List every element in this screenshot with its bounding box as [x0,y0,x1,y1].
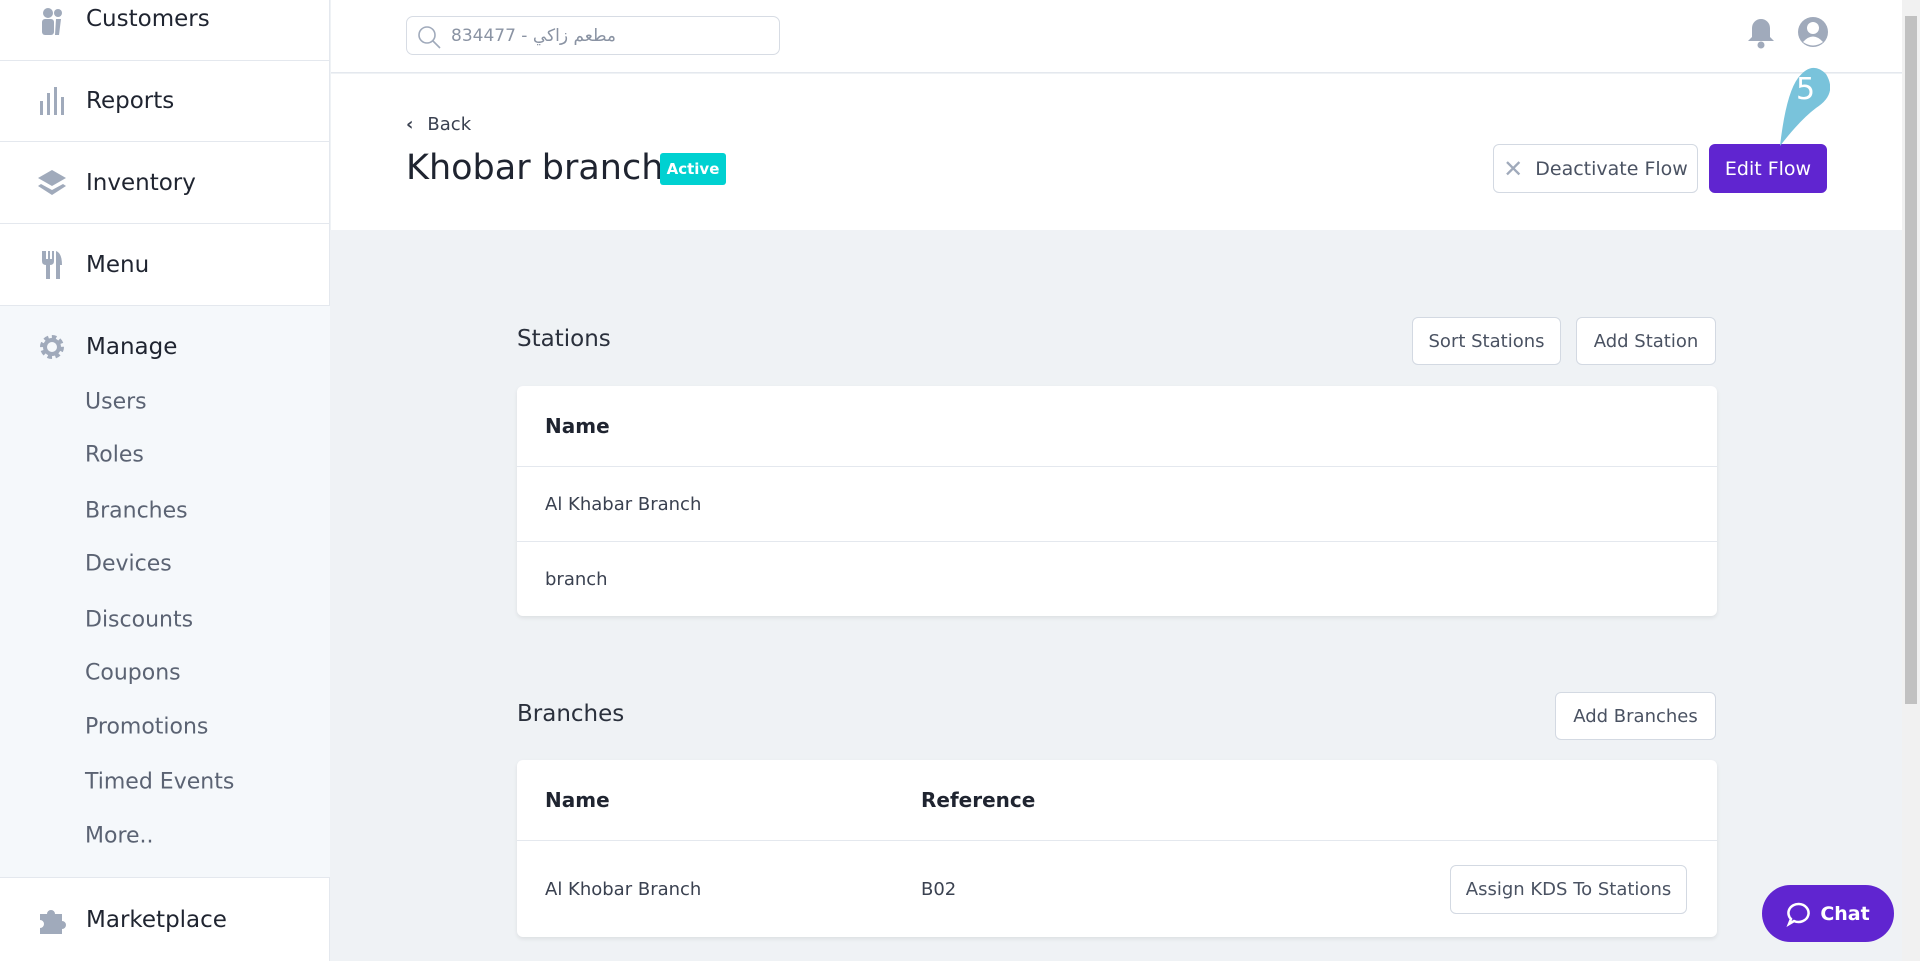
back-link[interactable]: ‹ Back [406,114,472,135]
sidebar-item-inventory[interactable]: Inventory [0,142,330,224]
utensils-icon [38,250,66,279]
sidebar-subitem-more[interactable]: More.. [85,823,154,849]
add-branches-button[interactable]: Add Branches [1555,692,1716,740]
sidebar-item-manage[interactable]: Manage [0,306,330,388]
deactivate-flow-button[interactable]: ✕ Deactivate Flow [1493,144,1698,193]
column-header-name: Name [545,788,610,812]
sidebar-item-menu[interactable]: Menu [0,224,330,306]
customers-icon [38,8,66,36]
close-icon: ✕ [1503,154,1524,183]
chevron-left-icon: ‹ [406,114,414,135]
layers-icon [38,169,66,197]
table-row: Al Khobar Branch B02 Assign KDS To Stati… [517,840,1717,937]
column-header-name: Name [545,414,610,438]
branch-name: Al Khobar Branch [545,878,702,900]
branches-table: Name Reference Al Khobar Branch B02 Assi… [517,760,1717,937]
edit-flow-button[interactable]: Edit Flow [1709,144,1827,193]
table-row[interactable]: Al Khabar Branch [517,466,1717,542]
top-bar: مطعم زاكي - 834477 [331,0,1902,73]
sidebar-item-marketplace[interactable]: Marketplace [0,878,330,961]
bell-icon[interactable] [1747,17,1775,53]
sidebar-subitem-branches[interactable]: Branches [85,498,188,524]
puzzle-icon [38,906,66,934]
column-header-reference: Reference [921,788,1036,812]
sidebar-subitem-users[interactable]: Users [85,389,147,415]
stations-table: Name Al Khabar Branch branch [517,386,1717,616]
user-avatar-icon[interactable] [1797,16,1829,52]
manage-section: Manage [0,306,330,878]
sidebar-subitem-promotions[interactable]: Promotions [85,714,209,740]
branch-reference: B02 [921,878,957,900]
scrollbar-thumb[interactable] [1905,16,1917,704]
bar-chart-icon [38,87,66,115]
chat-bubble-icon [1786,902,1811,927]
chat-button[interactable]: Chat [1762,885,1894,942]
status-badge: Active [660,153,726,185]
sidebar-subitem-roles[interactable]: Roles [85,442,144,468]
sidebar-subitem-devices[interactable]: Devices [85,551,172,577]
stations-heading: Stations [517,326,611,352]
add-station-button[interactable]: Add Station [1576,317,1716,365]
page-title: Khobar branch [406,148,664,188]
sidebar-subitem-timed-events[interactable]: Timed Events [85,769,235,795]
search-input[interactable]: مطعم زاكي - 834477 [406,16,780,55]
sort-stations-button[interactable]: Sort Stations [1412,317,1561,365]
sidebar-item-reports[interactable]: Reports [0,61,330,142]
assign-kds-button[interactable]: Assign KDS To Stations [1450,865,1687,914]
scrollbar[interactable] [1902,0,1920,961]
sidebar: Customers Reports Inventory Menu Manage … [0,0,330,961]
step-marker: 5 [1760,64,1831,148]
sidebar-subitem-discounts[interactable]: Discounts [85,607,194,633]
sidebar-subitem-coupons[interactable]: Coupons [85,660,181,686]
gear-icon [38,333,66,361]
table-header: Name Reference [517,760,1717,840]
branches-heading: Branches [517,701,625,727]
sidebar-item-customers[interactable]: Customers [0,0,330,61]
search-icon [418,26,441,49]
table-row[interactable]: branch [517,541,1717,616]
